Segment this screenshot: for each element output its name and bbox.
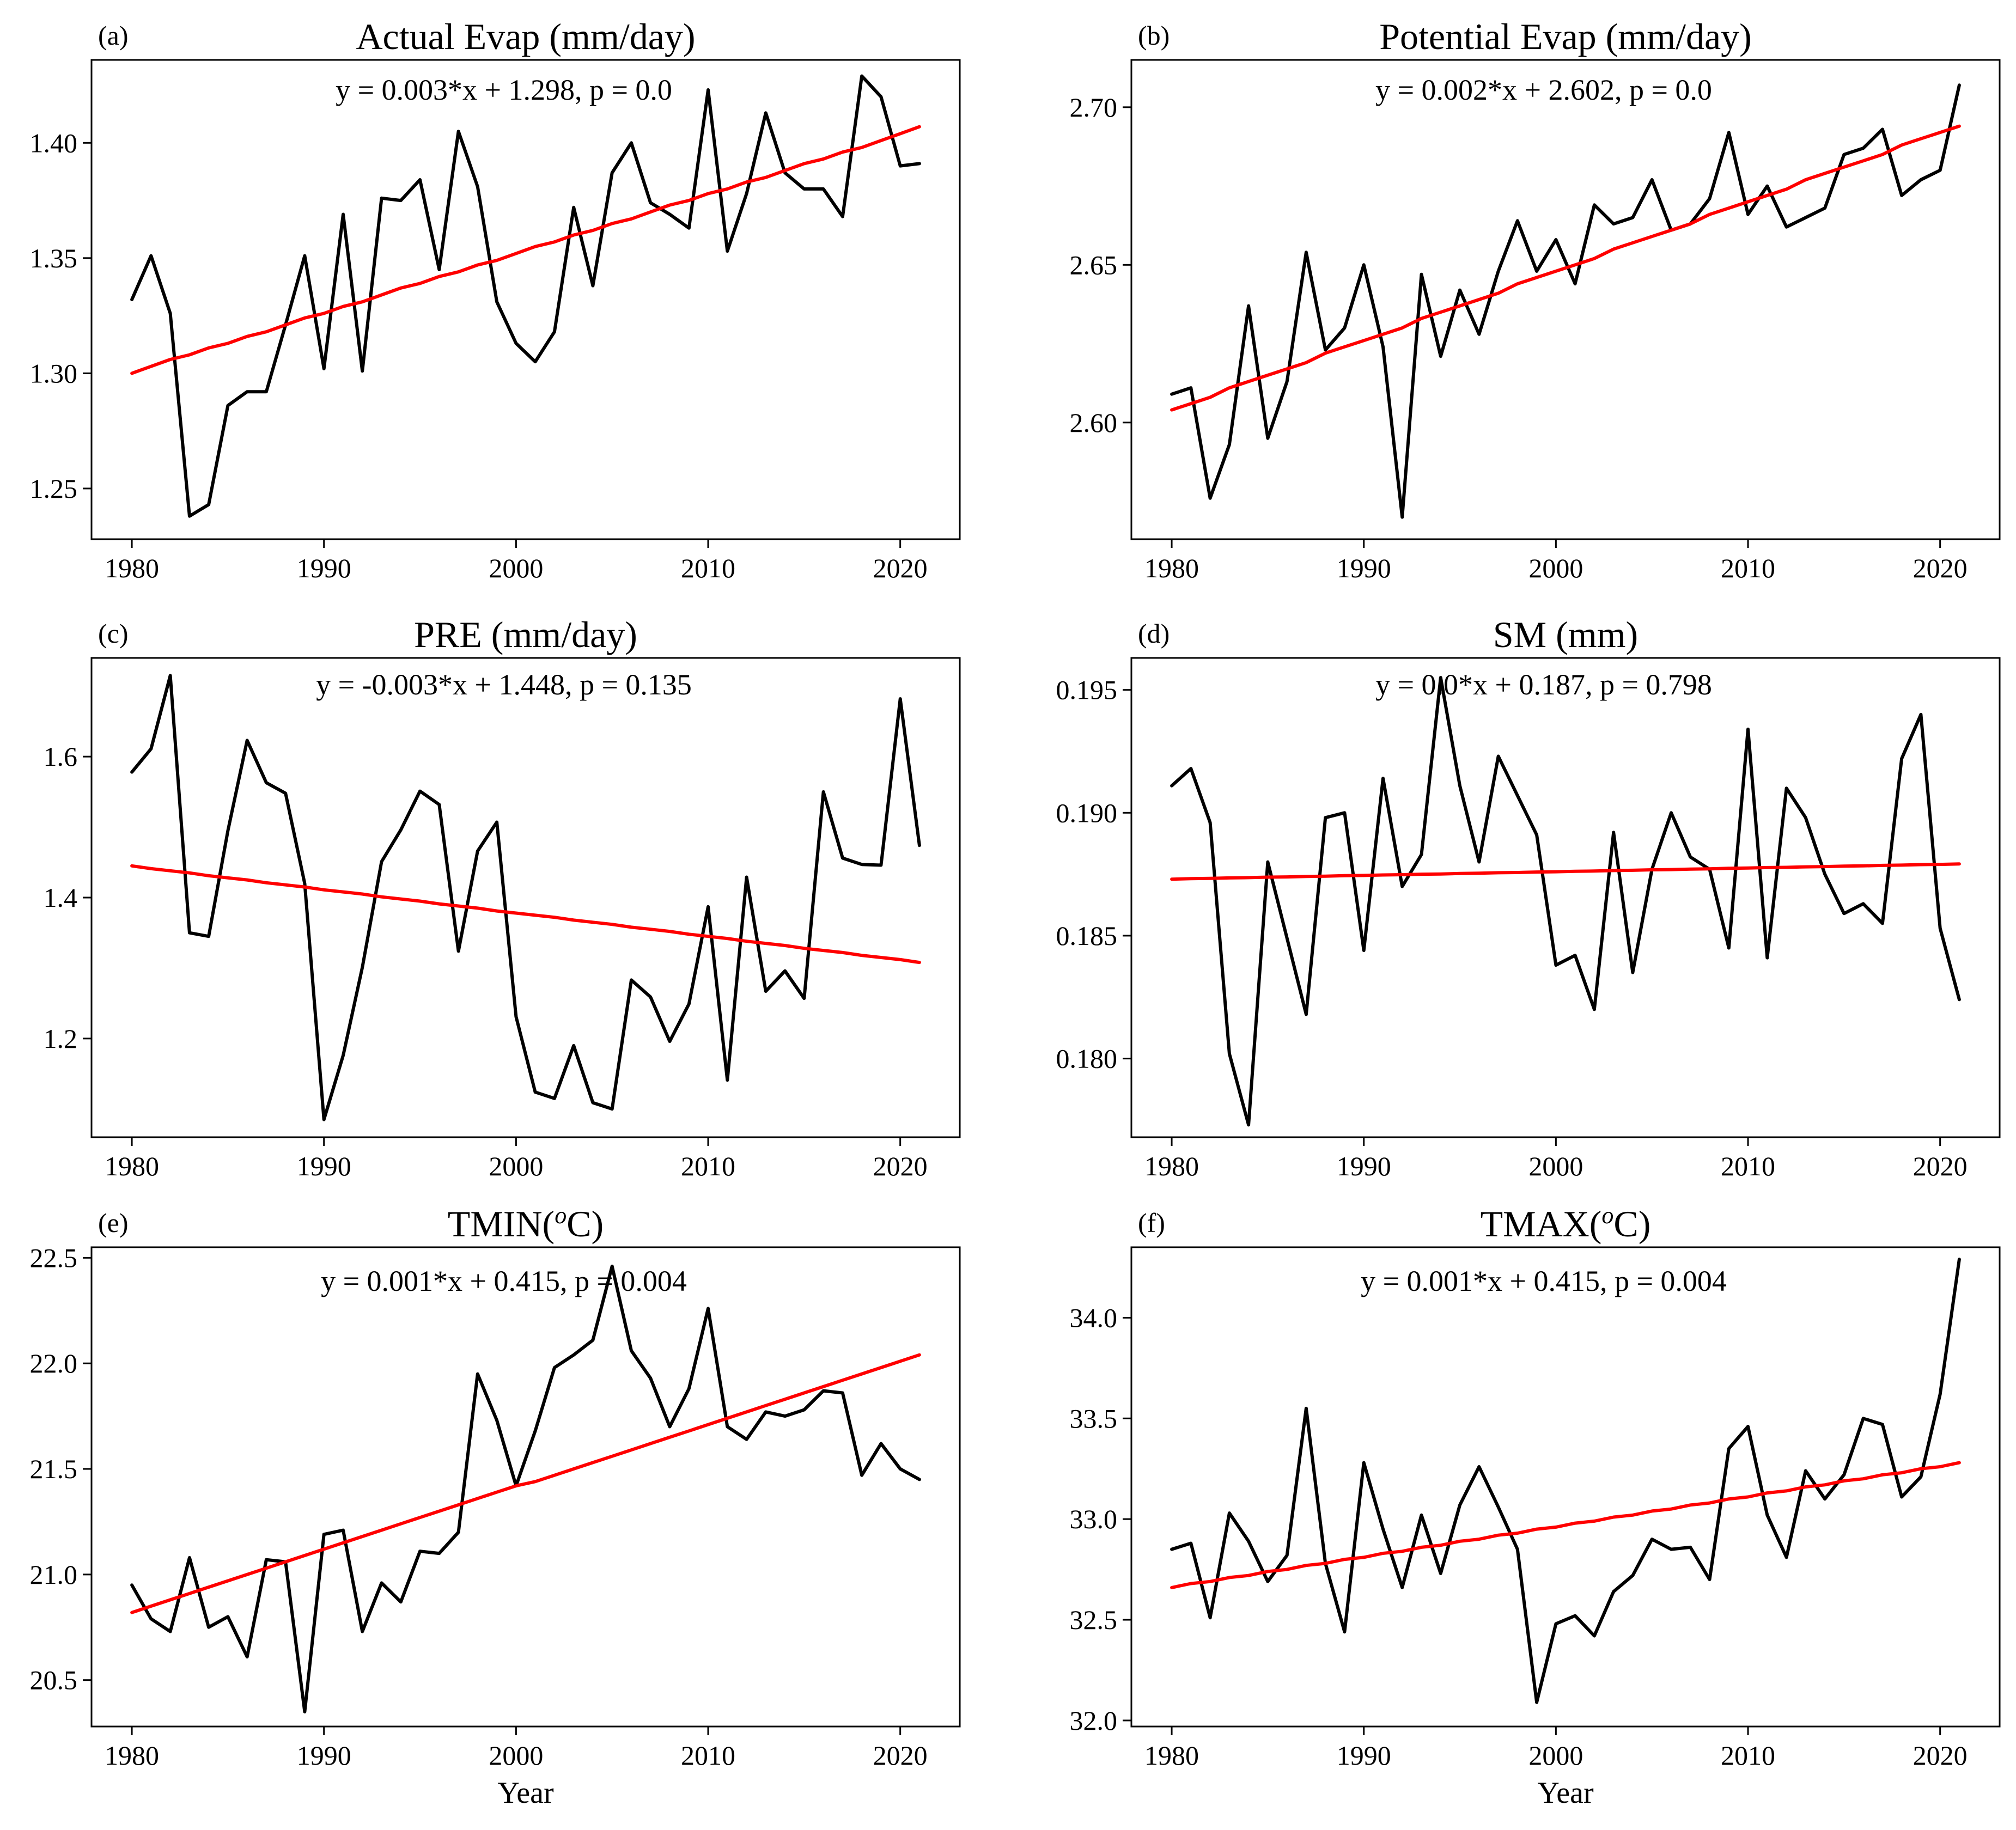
x-tick-label: 2010 [1721,1151,1775,1181]
x-tick-label: 2000 [1528,553,1583,583]
regression-annotation: y = 0.002*x + 2.602, p = 0.0 [1375,74,1712,106]
x-tick-label: 2020 [1913,1151,1968,1181]
panel-e: (e) TMIN(oC) 1980 1990 2000 2010 2020 20.5 21.0 2… [30,1202,961,1810]
panel-a: (a) Actual Evap (mm/day) 1980 1990 2000 2010 2… [30,16,961,583]
panel-label: (a) [98,20,129,51]
x-tick-label: 2000 [489,1740,543,1771]
panel-c: (c) PRE (mm/day) 1980 1990 2000 2010 2020 1.2 1.… [44,614,961,1181]
x-tick-label: 1990 [1337,1151,1391,1181]
panel-label: (f) [1138,1207,1165,1238]
data-line [1170,1258,1961,1704]
x-tick-label: 1990 [297,553,351,583]
x-tick-label: 1980 [105,553,159,583]
panel-label: (b) [1138,20,1170,51]
x-tick-label: 2020 [1913,553,1968,583]
x-tick-label: 1990 [1337,1740,1391,1771]
data-line [130,1264,921,1713]
x-tick-label: 2010 [681,1151,735,1181]
x-tick-label: 2010 [1721,1740,1775,1771]
x-tick-label: 1980 [105,1151,159,1181]
y-tick-label: 33.0 [1070,1504,1118,1534]
x-tick-label: 1980 [105,1740,159,1771]
x-axis-label: Year [497,1776,554,1810]
x-tick-label: 2000 [1528,1151,1583,1181]
chart-title: Potential Evap (mm/day) [1379,16,1752,57]
regression-annotation: y = -0.003*x + 1.448, p = 0.135 [316,668,692,701]
data-line [130,674,921,1121]
panel-label: (e) [98,1207,129,1238]
y-tick-label: 0.185 [1056,920,1118,951]
x-tick-label: 2000 [489,1151,543,1181]
panel-d: (d) SM (mm) 1980 1990 2000 2010 2020 0.180 0.185… [1056,614,2001,1181]
y-tick-label: 1.35 [30,243,78,273]
y-tick-label: 22.0 [30,1348,78,1378]
x-tick-label: 2020 [1913,1740,1968,1771]
y-tick-label: 2.70 [1070,92,1118,123]
x-tick-label: 1980 [1144,1151,1199,1181]
x-tick-label: 2010 [1721,553,1775,583]
x-tick-label: 2000 [489,553,543,583]
plot-frame [90,59,961,540]
y-tick-label: 1.40 [30,127,78,158]
plot-frame [90,1246,961,1728]
y-tick-label: 1.6 [44,741,78,772]
y-tick-label: 0.180 [1056,1044,1118,1074]
trend-line [1170,124,1961,412]
y-tick-label: 32.0 [1070,1705,1118,1736]
x-tick-label: 1980 [1144,553,1199,583]
data-line [1170,83,1961,519]
regression-annotation: y = 0.001*x + 0.415, p = 0.004 [1361,1265,1727,1297]
x-tick-label: 2020 [873,1151,928,1181]
panel-f: (f) TMAX(oC) 1980 1990 2000 2010 2020 32.0 32.5 3… [1070,1202,2001,1810]
x-tick-label: 1990 [1337,553,1391,583]
trend-line [130,864,921,965]
x-axis-label: Year [1537,1776,1594,1810]
chart-title: PRE (mm/day) [414,614,637,655]
chart-title: Actual Evap (mm/day) [356,16,695,57]
trend-line [1170,1461,1961,1589]
x-tick-label: 1990 [297,1151,351,1181]
y-tick-label: 22.5 [30,1242,78,1273]
x-tick-label: 2020 [873,1740,928,1771]
trend-line [130,1353,921,1614]
y-tick-label: 1.30 [30,358,78,388]
x-tick-label: 2000 [1528,1740,1583,1771]
trend-line [1170,862,1961,881]
y-tick-label: 33.5 [1070,1403,1118,1433]
y-tick-label: 21.0 [30,1559,78,1590]
regression-annotation: y = 0.0*x + 0.187, p = 0.798 [1375,668,1712,701]
chart-title: TMIN(oC) [448,1202,604,1245]
x-tick-label: 1980 [1144,1740,1199,1771]
trend-line [130,125,921,375]
plot-frame [1130,657,2001,1138]
panel-label: (d) [1138,618,1170,649]
y-tick-label: 0.190 [1056,797,1118,828]
y-tick-label: 2.65 [1070,249,1118,280]
regression-annotation: y = 0.001*x + 0.415, p = 0.004 [321,1265,687,1297]
y-tick-label: 1.25 [30,473,78,504]
y-tick-label: 32.5 [1070,1605,1118,1635]
y-tick-label: 2.60 [1070,407,1118,438]
y-tick-label: 21.5 [30,1454,78,1484]
y-tick-label: 0.195 [1056,675,1118,705]
panel-label: (c) [98,618,129,649]
regression-annotation: y = 0.003*x + 1.298, p = 0.0 [336,74,672,106]
panel-b: (b) Potential Evap (mm/day) 1980 1990 2000 20… [1070,16,2001,583]
y-tick-label: 1.4 [44,882,78,913]
y-tick-label: 20.5 [30,1665,78,1695]
data-line [1170,676,1961,1127]
x-tick-label: 2010 [681,553,735,583]
chart-title: TMAX(oC) [1481,1202,1651,1245]
x-tick-label: 2010 [681,1740,735,1771]
y-tick-label: 34.0 [1070,1302,1118,1333]
plot-frame [1130,59,2001,540]
x-tick-label: 2020 [873,553,928,583]
x-tick-label: 1990 [297,1740,351,1771]
y-tick-label: 1.2 [44,1023,78,1054]
data-line [130,74,921,518]
plot-frame [1130,1246,2001,1728]
chart-title: SM (mm) [1493,614,1638,655]
